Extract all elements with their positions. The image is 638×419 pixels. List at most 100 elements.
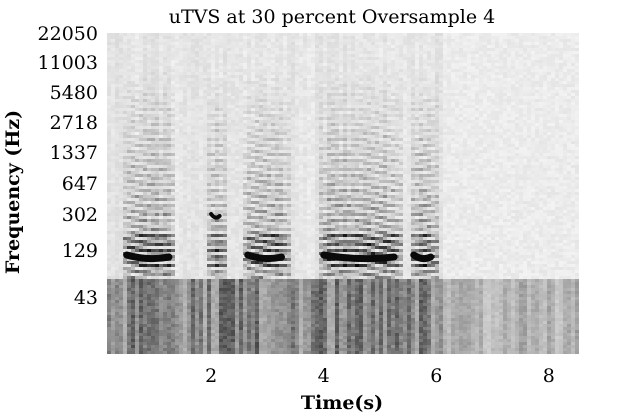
spectrogram-cell [155,327,159,330]
spectrogram-cell [267,123,271,126]
spectrogram-cell [271,180,275,183]
spectrogram-cell [131,120,135,123]
spectrogram-cell [163,285,167,288]
spectrogram-cell [231,54,235,57]
spectrogram-cell [219,324,223,327]
spectrogram-cell [275,39,279,42]
spectrogram-cell [107,33,111,36]
spectrogram-cell [243,126,247,129]
spectrogram-cell [215,276,219,279]
spectrogram-cell [187,168,191,171]
spectrogram-cell [171,198,175,201]
spectrogram-cell [155,330,159,333]
spectrogram-cell [167,210,171,213]
spectrogram-cell [191,177,195,180]
spectrogram-cell [131,264,135,267]
spectrogram-cell [123,135,127,138]
spectrogram-cell [263,126,267,129]
spectrogram-cell [251,87,255,90]
spectrogram-cell [171,267,175,270]
spectrogram-cell [107,213,111,216]
spectrogram-cell [167,351,171,354]
spectrogram-cell [207,318,211,321]
spectrogram-cell [223,303,227,306]
spectrogram-cell [251,42,255,45]
spectrogram-cell [207,276,211,279]
spectrogram-cell [191,276,195,279]
spectrogram-cell [231,108,235,111]
spectrogram-cell [227,129,231,132]
spectrogram-cell [239,45,243,48]
spectrogram-cell [243,213,247,216]
spectrogram-cell [235,87,239,90]
spectrogram-cell [123,129,127,132]
spectrogram-cell [203,129,207,132]
spectrogram-cell [251,327,255,330]
spectrogram-cell [187,99,191,102]
spectrogram-cell [251,231,255,234]
spectrogram-cell [267,213,271,216]
spectrogram-cell [247,318,251,321]
spectrogram-cell [151,153,155,156]
spectrogram-cell [287,321,291,324]
spectrogram-cell [159,315,163,318]
spectrogram-cell [279,273,283,276]
spectrogram-cell [183,51,187,54]
spectrogram-cell [271,57,275,60]
spectrogram-cell [219,180,223,183]
spectrogram-cell [291,81,295,84]
spectrogram-cell [187,114,191,117]
spectrogram-cell [279,141,283,144]
spectrogram-cell [143,312,147,315]
spectrogram-cell [247,120,251,123]
spectrogram-cell [267,348,271,351]
spectrogram-cell [203,36,207,39]
spectrogram-cell [127,177,131,180]
spectrogram-cell [143,327,147,330]
spectrogram-cell [159,276,163,279]
spectrogram-cell [119,45,123,48]
spectrogram-cell [179,132,183,135]
spectrogram-cell [219,66,223,69]
spectrogram-cell [283,117,287,120]
spectrogram-cell [127,60,131,63]
spectrogram-cell [107,48,111,51]
spectrogram-cell [167,270,171,273]
spectrogram-cell [167,207,171,210]
spectrogram-cell [187,66,191,69]
spectrogram-cell [195,159,199,162]
spectrogram-cell [175,303,179,306]
spectrogram-cell [159,300,163,303]
spectrogram-cell [123,303,127,306]
spectrogram-cell [287,174,291,177]
spectrogram-cell [199,183,203,186]
spectrogram-cell [219,330,223,333]
spectrogram-cell [127,261,131,264]
spectrogram-cell [207,246,211,249]
spectrogram-cell [199,336,203,339]
spectrogram-cell [111,240,115,243]
spectrogram-cell [251,48,255,51]
spectrogram-cell [163,282,167,285]
spectrogram-cell [139,300,143,303]
spectrogram-cell [171,117,175,120]
spectrogram-cell [143,132,147,135]
spectrogram-cell [111,285,115,288]
spectrogram-cell [239,309,243,312]
spectrogram-cell [283,237,287,240]
spectrogram-cell [227,252,231,255]
spectrogram-cell [167,186,171,189]
spectrogram-cell [199,33,203,36]
spectrogram-cell [155,174,159,177]
spectrogram-cell [151,114,155,117]
spectrogram-cell [223,216,227,219]
spectrogram-cell [243,330,247,333]
spectrogram-cell [235,294,239,297]
spectrogram-cell [147,210,151,213]
spectrogram-cell [263,156,267,159]
spectrogram-cell [235,192,239,195]
spectrogram-cell [283,63,287,66]
spectrogram-cell [115,249,119,252]
spectrogram-cell [223,222,227,225]
spectrogram-cell [231,141,235,144]
